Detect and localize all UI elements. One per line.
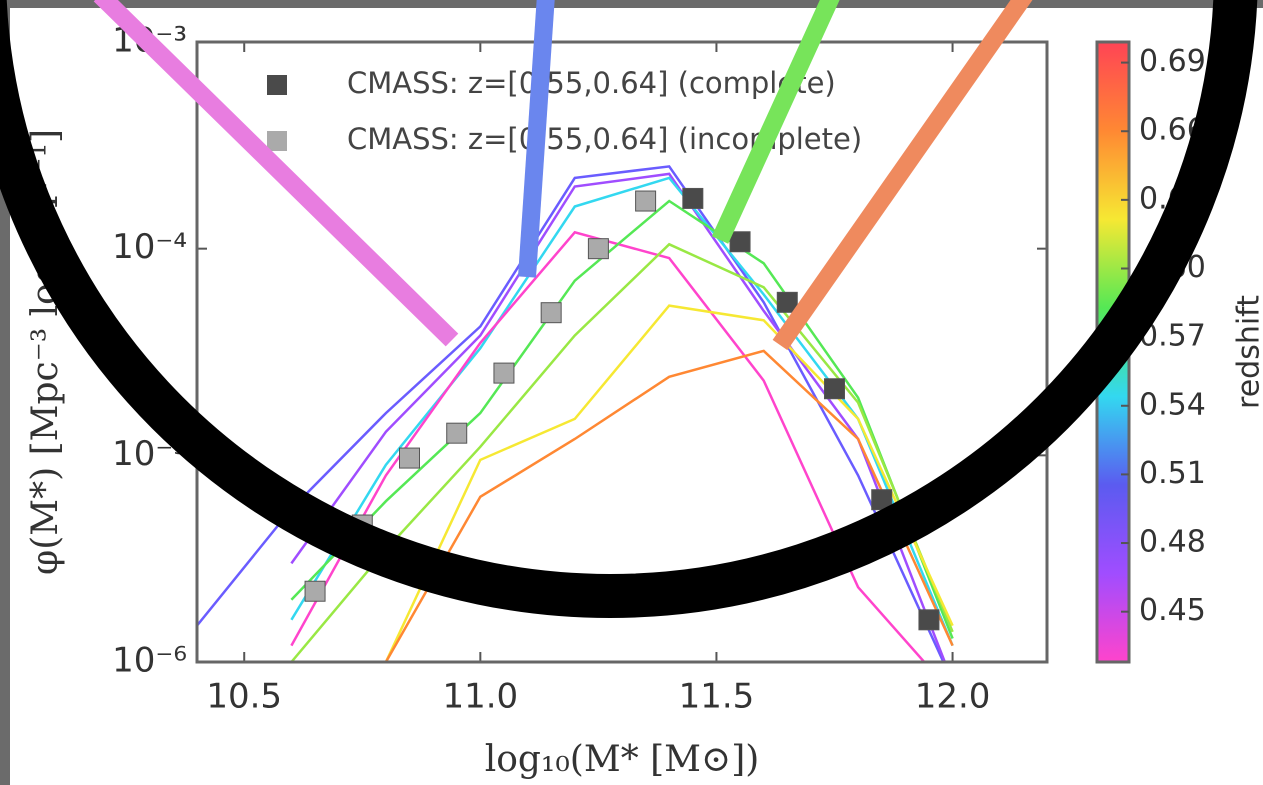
- plot: 10.511.011.512.010⁻³10⁻⁴10⁻⁵10⁻⁶log₁₀(M*…: [25, 21, 1263, 781]
- pink-stroke: [93, 0, 459, 347]
- x-tick-label: 10.5: [206, 677, 282, 717]
- x-tick-label: 12.0: [915, 677, 991, 717]
- orange-stroke: [772, 0, 1033, 351]
- data-point: [399, 447, 420, 469]
- plot-area: [197, 165, 954, 662]
- data-point: [918, 609, 940, 631]
- data-point: [304, 580, 326, 602]
- colorbar-tick-label: 0.69: [1139, 44, 1206, 79]
- legend-label: CMASS: z=[0.55,0.64] (complete): [347, 66, 836, 100]
- data-point: [635, 190, 657, 212]
- data-point: [446, 422, 468, 444]
- data-point: [824, 378, 845, 400]
- y-tick-label: 10⁻⁶: [112, 641, 187, 681]
- line-series: [290, 199, 954, 639]
- line-series: [384, 304, 954, 662]
- data-point: [587, 238, 609, 260]
- colorbar-label: redshift: [1232, 295, 1263, 409]
- data-point: [540, 302, 562, 324]
- x-axis-label: log₁₀(M* [M⊙]): [485, 739, 760, 780]
- x-tick-label: 11.5: [679, 677, 755, 717]
- x-tick-label: 11.0: [442, 677, 518, 717]
- y-tick-label: 10⁻⁴: [112, 227, 187, 267]
- colorbar-tick-label: 0.48: [1139, 525, 1206, 560]
- colorbar-tick-label: 0.51: [1139, 456, 1206, 491]
- colorbar-tick-label: 0.45: [1139, 593, 1206, 628]
- legend-marker: [267, 131, 287, 151]
- data-point: [493, 362, 515, 384]
- legend-label: CMASS: z=[0.55,0.64] (incomplete): [347, 122, 862, 156]
- data-point: [776, 291, 798, 313]
- legend-marker: [267, 75, 287, 95]
- data-point: [729, 231, 751, 253]
- line-series: [197, 165, 945, 662]
- colorbar-tick-label: 0.54: [1139, 387, 1206, 422]
- blue-stroke: [518, 0, 555, 278]
- data-point: [682, 187, 704, 209]
- green-stroke: [711, 0, 840, 244]
- annotation-overlay: [0, 0, 1258, 618]
- line-series: [384, 349, 954, 662]
- line-series: [290, 172, 947, 662]
- black-circle: [0, 0, 1258, 618]
- plot-frame: [195, 40, 1049, 664]
